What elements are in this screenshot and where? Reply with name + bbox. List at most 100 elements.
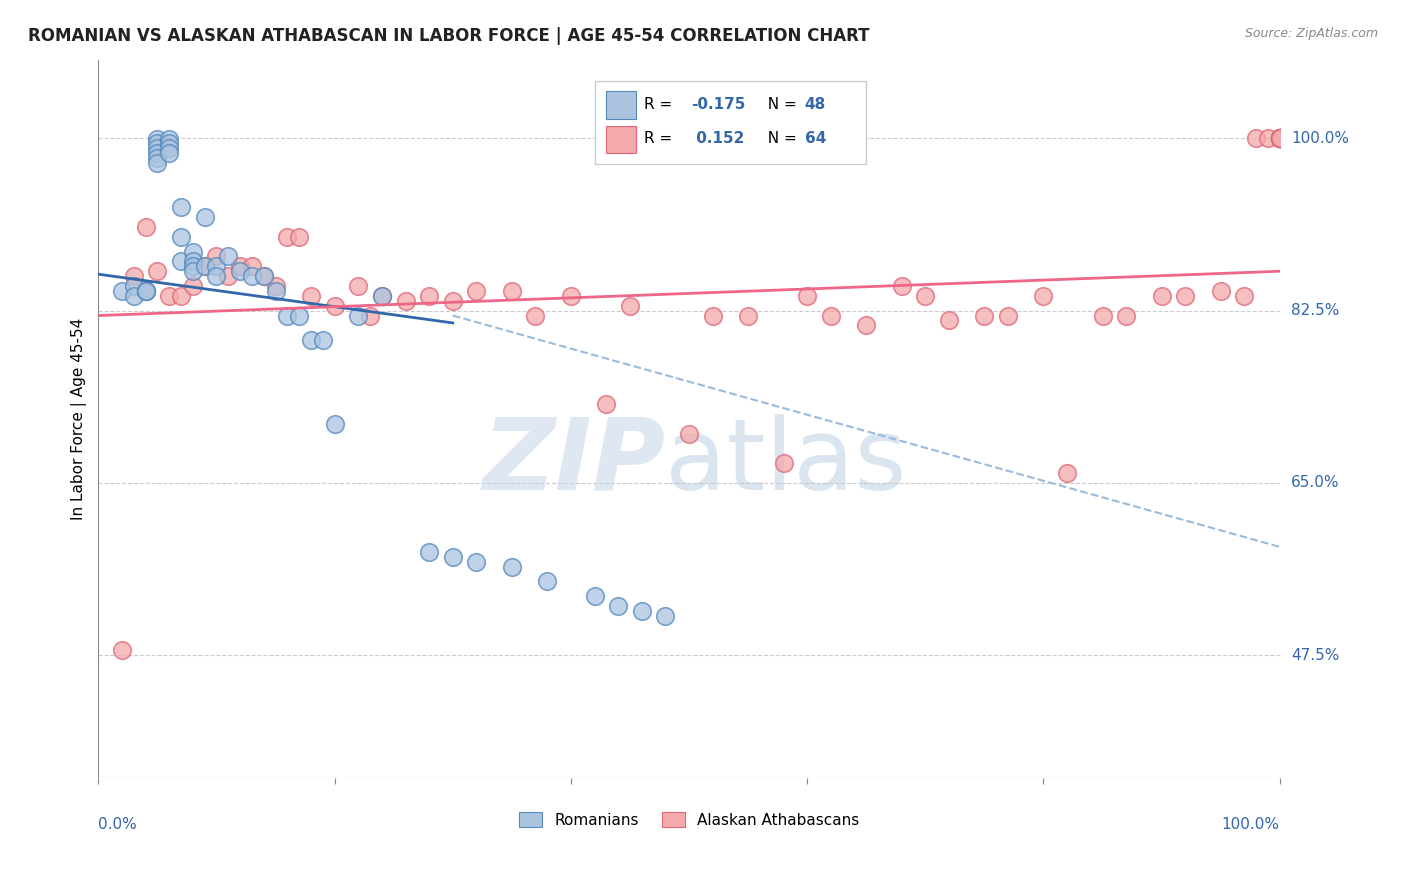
Point — [146, 141, 169, 155]
Point — [501, 284, 523, 298]
Y-axis label: In Labor Force | Age 45-54: In Labor Force | Age 45-54 — [72, 318, 87, 520]
Point — [536, 574, 558, 589]
Point — [465, 284, 488, 298]
Point — [276, 229, 298, 244]
Text: N =: N = — [758, 97, 801, 112]
Point — [122, 289, 145, 303]
Text: -0.175: -0.175 — [692, 97, 745, 112]
Point — [146, 151, 169, 165]
Point — [323, 299, 346, 313]
Point — [418, 545, 440, 559]
Point — [1056, 466, 1078, 480]
Point — [170, 200, 193, 214]
Point — [205, 269, 228, 284]
Point — [1209, 284, 1232, 298]
Point — [702, 309, 724, 323]
Point — [170, 289, 193, 303]
Point — [194, 260, 217, 274]
Point — [288, 309, 311, 323]
Point — [181, 264, 204, 278]
FancyBboxPatch shape — [595, 81, 866, 164]
Point — [1268, 131, 1291, 145]
Point — [1268, 131, 1291, 145]
Point — [217, 250, 239, 264]
Point — [1268, 131, 1291, 145]
Text: ZIP: ZIP — [482, 414, 665, 510]
Point — [1268, 131, 1291, 145]
Point — [1174, 289, 1197, 303]
Point — [630, 604, 652, 618]
Point — [135, 284, 157, 298]
Point — [122, 269, 145, 284]
Point — [347, 309, 370, 323]
Point — [146, 264, 169, 278]
FancyBboxPatch shape — [606, 91, 636, 119]
FancyBboxPatch shape — [606, 126, 636, 153]
Point — [135, 284, 157, 298]
Point — [796, 289, 818, 303]
Point — [157, 136, 180, 151]
Point — [654, 608, 676, 623]
Point — [157, 132, 180, 146]
Point — [240, 260, 263, 274]
Point — [253, 269, 276, 284]
Point — [217, 269, 239, 284]
Text: 100.0%: 100.0% — [1291, 131, 1348, 146]
Text: R =: R = — [644, 97, 678, 112]
Point — [1150, 289, 1173, 303]
Point — [264, 279, 287, 293]
Legend: Romanians, Alaskan Athabascans: Romanians, Alaskan Athabascans — [512, 804, 866, 835]
Point — [323, 417, 346, 431]
Point — [441, 549, 464, 564]
Point — [1091, 309, 1114, 323]
Text: 47.5%: 47.5% — [1291, 648, 1339, 663]
Point — [194, 210, 217, 224]
Point — [111, 284, 134, 298]
Point — [997, 309, 1019, 323]
Text: R =: R = — [644, 131, 678, 146]
Text: Source: ZipAtlas.com: Source: ZipAtlas.com — [1244, 27, 1378, 40]
Text: 0.0%: 0.0% — [98, 817, 138, 832]
Point — [312, 333, 335, 347]
Point — [855, 318, 877, 333]
Point — [111, 643, 134, 657]
Text: atlas: atlas — [665, 414, 907, 510]
Text: N =: N = — [758, 131, 801, 146]
Text: 48: 48 — [804, 97, 827, 112]
Point — [240, 269, 263, 284]
Point — [288, 229, 311, 244]
Point — [607, 599, 630, 613]
Point — [1268, 131, 1291, 145]
Point — [418, 289, 440, 303]
Point — [371, 289, 394, 303]
Point — [264, 284, 287, 298]
Point — [205, 260, 228, 274]
Point — [229, 260, 252, 274]
Point — [583, 589, 606, 603]
Text: 64: 64 — [804, 131, 827, 146]
Point — [678, 426, 700, 441]
Point — [135, 284, 157, 298]
Point — [135, 219, 157, 234]
Point — [1268, 131, 1291, 145]
Point — [146, 156, 169, 170]
Point — [299, 333, 322, 347]
Point — [1233, 289, 1256, 303]
Point — [205, 250, 228, 264]
Text: ROMANIAN VS ALASKAN ATHABASCAN IN LABOR FORCE | AGE 45-54 CORRELATION CHART: ROMANIAN VS ALASKAN ATHABASCAN IN LABOR … — [28, 27, 870, 45]
Point — [465, 555, 488, 569]
Point — [299, 289, 322, 303]
Point — [1268, 131, 1291, 145]
Point — [122, 279, 145, 293]
Point — [441, 293, 464, 308]
Point — [938, 313, 960, 327]
Point — [170, 229, 193, 244]
Point — [181, 279, 204, 293]
Point — [253, 269, 276, 284]
Point — [619, 299, 641, 313]
Point — [1268, 131, 1291, 145]
Point — [890, 279, 912, 293]
Text: 82.5%: 82.5% — [1291, 303, 1339, 318]
Point — [359, 309, 381, 323]
Point — [560, 289, 582, 303]
